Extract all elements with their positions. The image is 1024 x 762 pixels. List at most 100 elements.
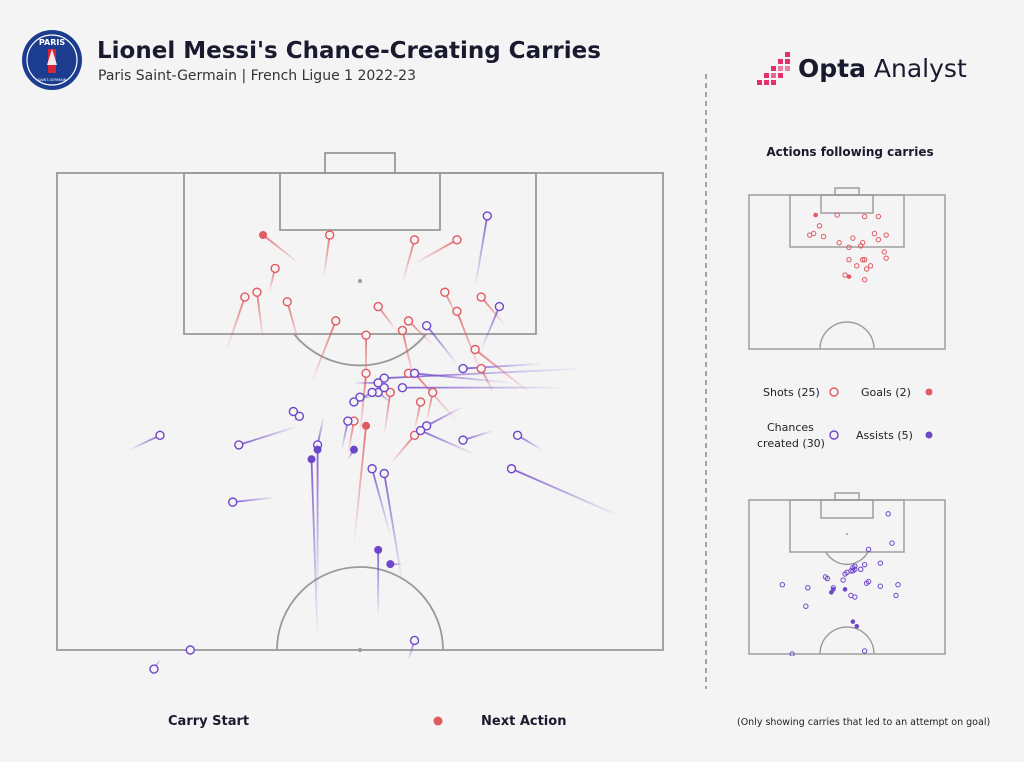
next-action-shot	[440, 287, 450, 297]
carry-line-chance	[129, 434, 161, 451]
mini-dot-chance	[803, 603, 809, 609]
penalty-spot	[358, 279, 362, 283]
next-action-chance	[355, 392, 365, 402]
mini-dot-shot	[863, 266, 870, 272]
mini-dot-chance	[877, 583, 884, 589]
mini-dot-shot	[861, 256, 868, 263]
legend-next-action: Next Action	[481, 714, 567, 729]
carry-line-chance	[462, 362, 542, 370]
next-action-shot	[415, 397, 426, 407]
next-action-shot	[476, 363, 486, 374]
next-action-chance	[458, 363, 468, 374]
legend-goals-label: Goals (2)	[861, 386, 911, 399]
mini-dot-shot	[820, 233, 827, 240]
legend-shots-icon	[829, 387, 839, 397]
carry-line-shot	[401, 239, 416, 283]
next-action-shot	[361, 330, 371, 340]
mini-dot-chance	[852, 594, 858, 600]
next-action-shot	[252, 287, 262, 297]
mini-shots-dots	[807, 212, 889, 283]
page-subtitle: Paris Saint-Germain | French Ligue 1 202…	[98, 68, 416, 84]
legend-chances-label-2: created (30)	[757, 437, 825, 450]
mini-dot-shot	[816, 223, 823, 229]
next-action-goal	[362, 421, 371, 430]
next-action-chance	[421, 421, 432, 431]
mini-dot-chance	[861, 648, 868, 654]
pitch-outline	[56, 172, 664, 651]
next-action-shot	[452, 306, 462, 317]
badge-text: PARIS	[39, 38, 65, 47]
mini-dot-assist	[842, 587, 848, 592]
carry-line-chance	[340, 420, 349, 450]
carry-line-shot	[407, 320, 434, 346]
next-action-assist	[307, 455, 316, 464]
goal	[324, 152, 396, 174]
carry-line-chance	[425, 325, 458, 365]
next-action-shot	[476, 292, 486, 302]
next-action-chance	[288, 406, 299, 417]
mini-dot-shot	[846, 256, 852, 263]
next-action-chance	[397, 382, 408, 393]
carry-line-shot	[414, 238, 458, 265]
psg-badge: PARIS SAINT-GERMAIN	[22, 30, 82, 90]
next-action-shot	[409, 430, 420, 441]
next-action-shot	[403, 316, 414, 326]
carry-line-shot	[256, 292, 264, 341]
mini-dot-shot	[871, 230, 878, 237]
next-action-chance	[409, 635, 420, 646]
mini-pitch-chances	[748, 492, 946, 656]
mini-dot-shot	[881, 249, 887, 255]
brand-name-bold: Opta	[798, 54, 866, 83]
next-action-chance	[343, 416, 353, 426]
carry-line-shot	[346, 420, 355, 455]
carry-line-chance	[474, 215, 489, 288]
carry-line-chance	[462, 429, 494, 441]
carry-line-chance	[414, 372, 512, 384]
carry-line-shot	[286, 301, 301, 345]
mini-dot-chance	[861, 561, 868, 568]
carry-line-shot	[383, 392, 392, 436]
mini-dot-chance	[877, 560, 884, 566]
mini-dot-chance	[885, 511, 891, 517]
mini-dot-chance	[840, 577, 846, 583]
next-action-chance	[482, 211, 492, 221]
mini-dot-shot	[859, 256, 866, 263]
next-action-shot	[282, 297, 292, 307]
mini-dot-assist	[854, 623, 860, 629]
next-action-goal	[259, 231, 268, 240]
mini-dot-shot	[834, 212, 840, 218]
next-action-chance	[228, 497, 238, 507]
mini-dot-shot	[883, 255, 889, 261]
carry-line-chance	[238, 424, 300, 446]
next-action-chance	[149, 664, 159, 674]
next-action-shot	[428, 387, 438, 398]
next-action-chance	[379, 468, 389, 479]
next-action-chance	[294, 411, 305, 421]
divider	[705, 74, 707, 689]
page-title: Lionel Messi's Chance-Creating Carries	[97, 38, 601, 64]
carry-line-goal	[353, 425, 367, 546]
next-action-chance	[421, 320, 432, 331]
legend-chances-label-1: Chances	[767, 421, 814, 434]
next-action-chance	[379, 373, 389, 383]
legend-chances-icon	[829, 430, 839, 440]
next-action-chance	[367, 387, 377, 398]
legend-assists-icon	[925, 431, 933, 439]
mini-dot-shot	[842, 272, 848, 278]
carry-line-shot	[377, 306, 398, 331]
mini-chances-dots	[779, 511, 901, 656]
mini-dot-chance	[865, 546, 872, 552]
legend-shots-label: Shots (25)	[763, 386, 820, 399]
carry-line-shot	[310, 320, 337, 384]
mini-dot-assist	[850, 619, 856, 624]
next-action-assist	[386, 560, 395, 569]
mini-dot-shot	[861, 213, 868, 220]
next-action-chance	[494, 301, 505, 312]
sidebar-title: Actions following carries	[766, 145, 934, 159]
mini-dot-shot	[846, 244, 852, 251]
next-action-shot	[470, 344, 480, 355]
opta-logo-icon	[757, 52, 790, 85]
next-action-chance	[415, 425, 426, 436]
carries-layer	[129, 211, 621, 674]
mini-dot-chance	[848, 568, 854, 574]
